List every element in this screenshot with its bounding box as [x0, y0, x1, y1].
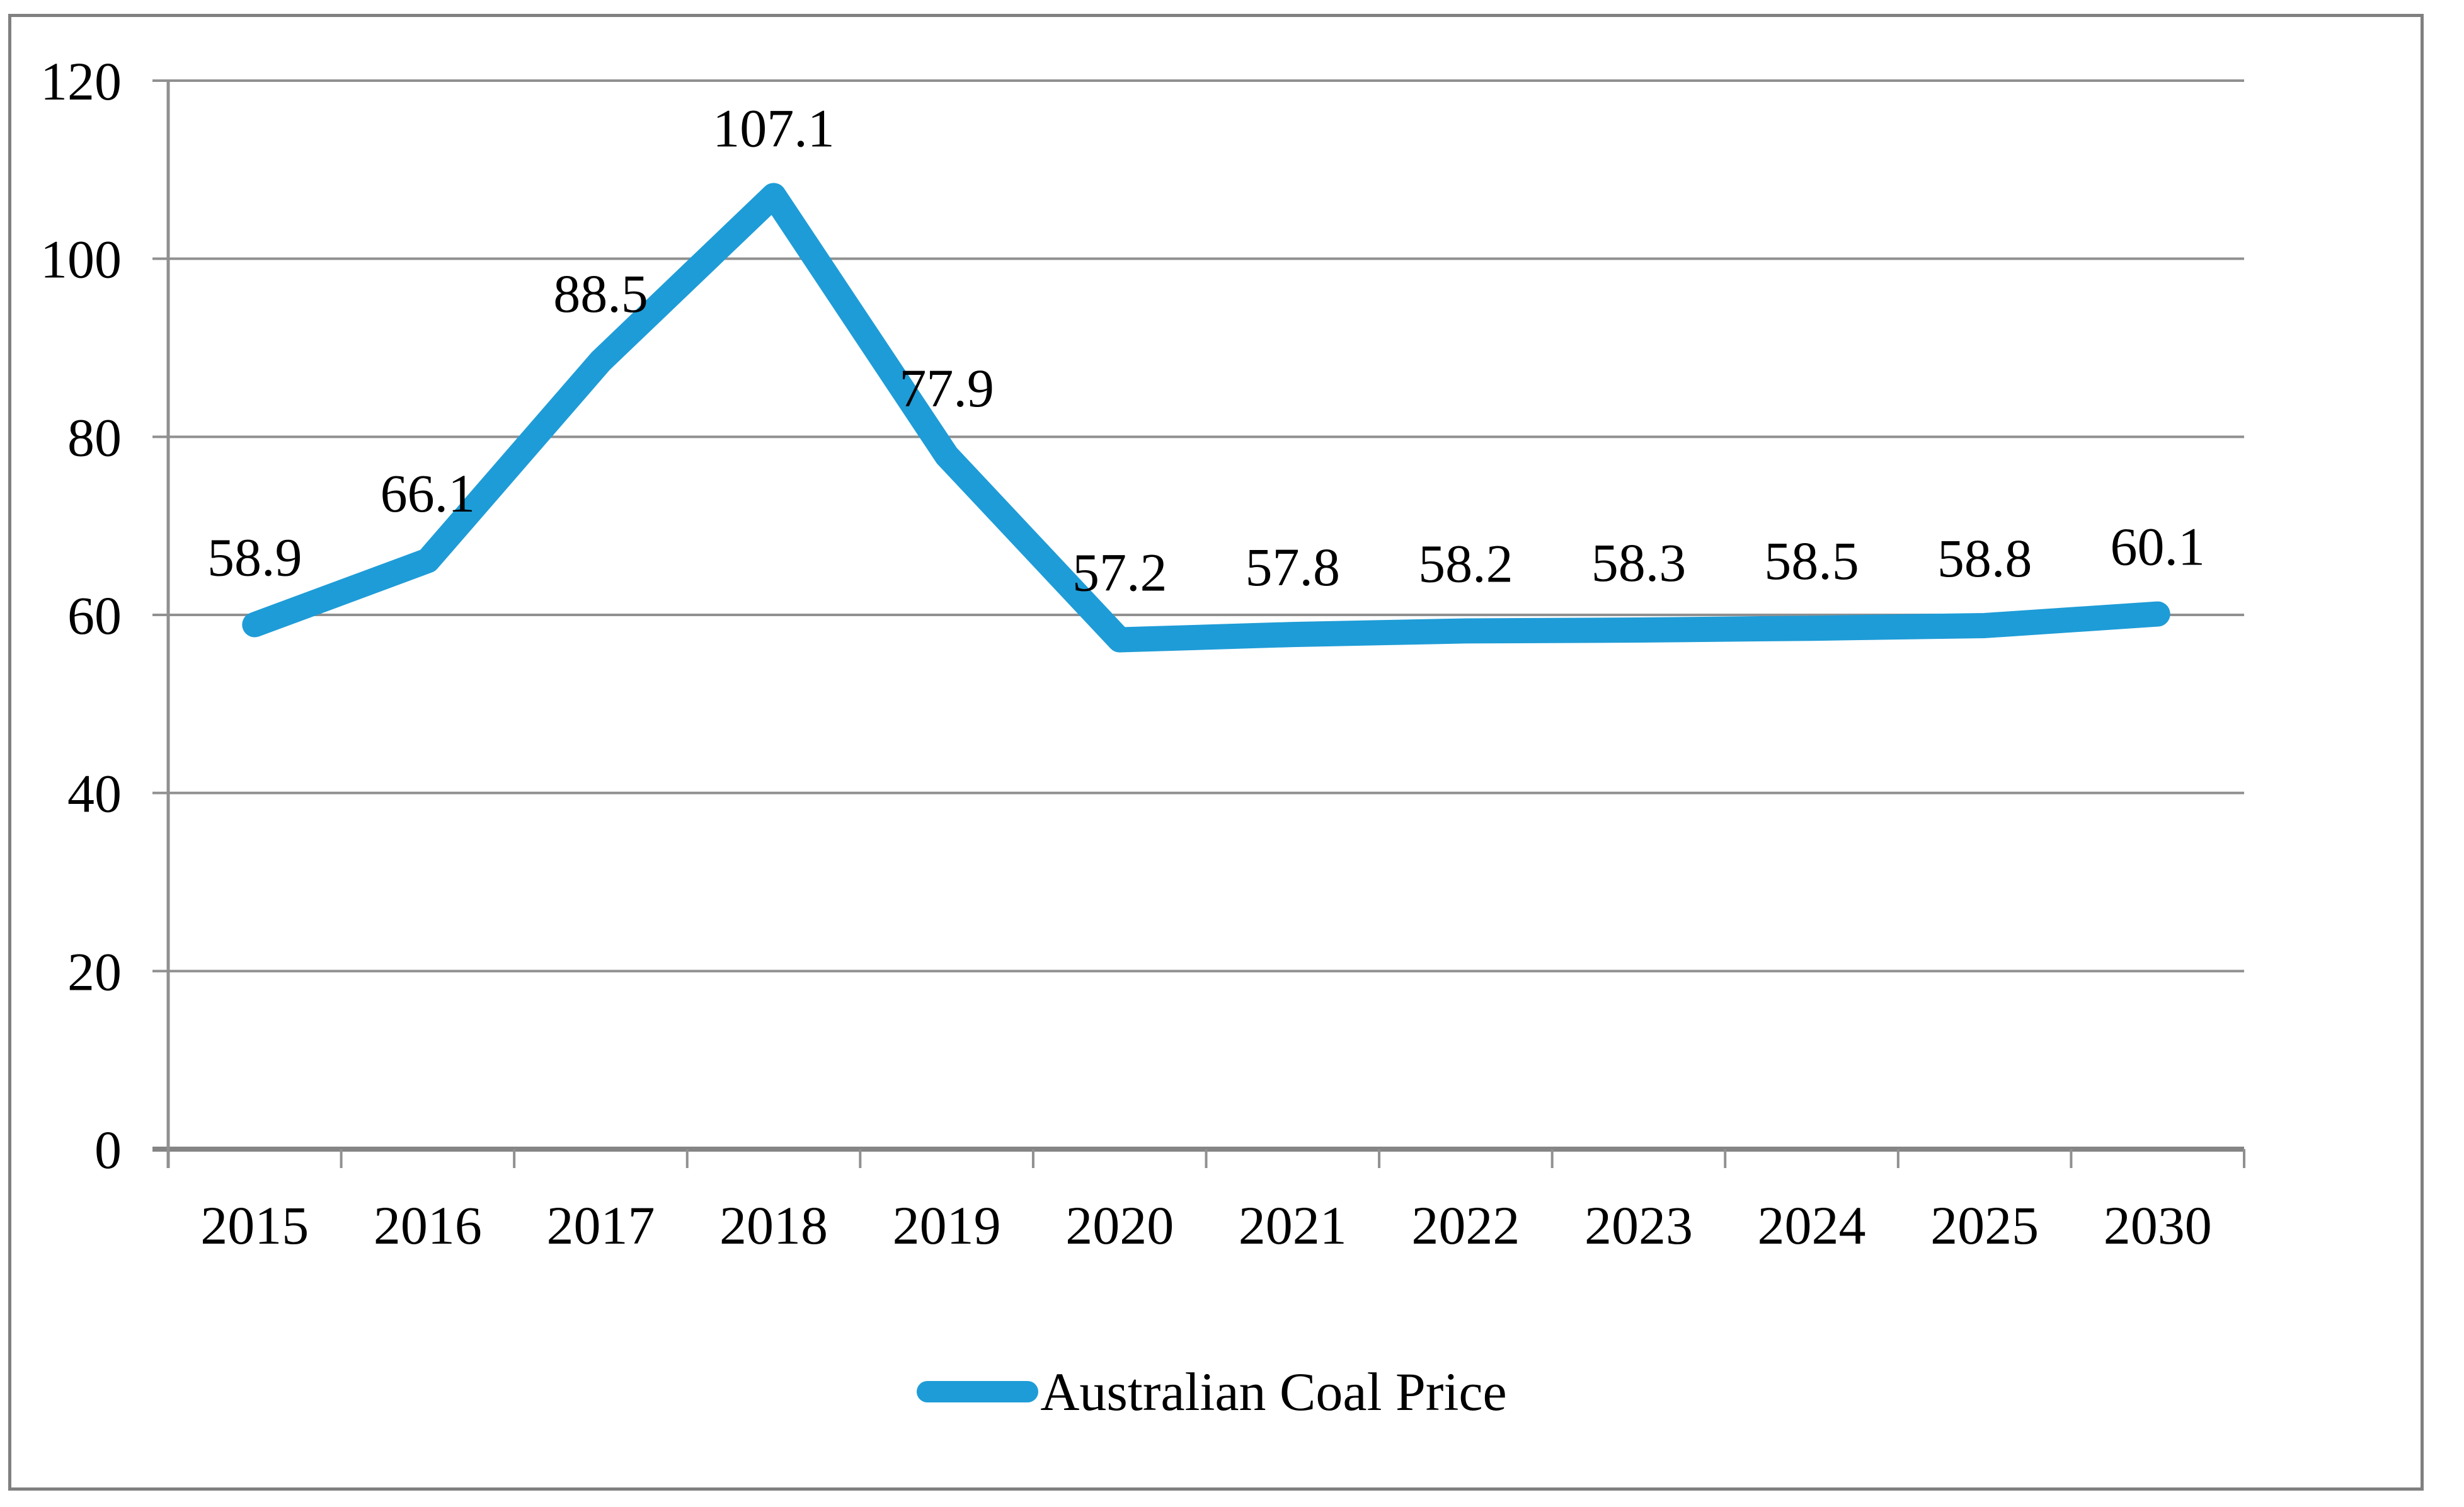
- axes-group: [166, 81, 2245, 1168]
- x-tick-label: 2030: [2104, 1195, 2212, 1256]
- gridlines-group: [152, 79, 2244, 1152]
- data-label: 77.9: [899, 358, 994, 418]
- data-label: 58.8: [1937, 528, 2032, 588]
- data-label: 88.5: [553, 263, 648, 324]
- x-tick-label: 2017: [546, 1195, 655, 1256]
- series-group: [242, 183, 2170, 653]
- price-line: [242, 183, 2170, 653]
- x-tick-label: 2022: [1411, 1195, 1520, 1256]
- data-label: 66.1: [381, 463, 476, 524]
- x-tick-label: 2024: [1758, 1195, 1866, 1256]
- x-tick-label: 2015: [200, 1195, 309, 1256]
- x-tick-label: 2019: [893, 1195, 1001, 1256]
- x-tick-label: 2025: [1930, 1195, 2039, 1256]
- legend-line-marker: [917, 1381, 1039, 1402]
- y-tick-label: 0: [95, 1120, 122, 1180]
- x-tick-label: 2023: [1584, 1195, 1693, 1256]
- y-tick-label: 20: [67, 941, 122, 1002]
- data-label: 58.5: [1764, 530, 1859, 591]
- x-tick-label: 2018: [719, 1195, 828, 1256]
- x-tick-label: 2016: [374, 1195, 482, 1256]
- data-label: 57.8: [1246, 537, 1341, 597]
- data-label: 107.1: [713, 98, 835, 158]
- data-label: 58.9: [207, 527, 302, 588]
- y-tick-label: 60: [67, 585, 122, 646]
- x-tick-label: 2021: [1239, 1195, 1347, 1256]
- data-label: 60.1: [2110, 517, 2205, 577]
- data-label: 58.2: [1418, 533, 1513, 593]
- y-tick-label: 100: [40, 229, 122, 290]
- legend: Australian Coal Price: [0, 1363, 2424, 1421]
- labels-group: 0 20 40 60 80 100 120 2015 2016 2017 2018 2019 2020 2…: [40, 51, 2212, 1256]
- y-tick-label: 120: [40, 51, 122, 112]
- legend-series-label: Australian Coal Price: [1040, 1361, 1507, 1422]
- data-label: 57.2: [1072, 542, 1167, 603]
- x-tick-label: 2020: [1065, 1195, 1174, 1256]
- y-tick-label: 40: [67, 764, 122, 824]
- y-tick-label: 80: [67, 407, 122, 467]
- data-label: 58.3: [1591, 532, 1687, 593]
